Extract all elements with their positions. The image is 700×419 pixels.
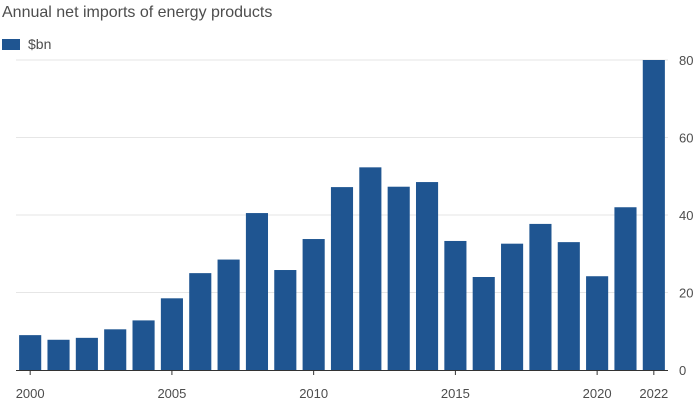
bar-2017: [501, 243, 524, 370]
bar-2002: [75, 337, 98, 370]
bar-2018: [529, 223, 552, 370]
bar-2001: [47, 339, 70, 370]
bar-2020: [586, 276, 609, 370]
y-tick-label: 80: [679, 53, 693, 68]
bar-2009: [274, 270, 297, 370]
bar-2005: [160, 298, 183, 370]
bar-2021: [614, 207, 637, 370]
bar-2006: [189, 273, 212, 371]
bar-2013: [387, 186, 410, 370]
x-tick-label: 2022: [639, 386, 668, 401]
bar-2007: [217, 259, 240, 370]
bar-2003: [104, 329, 127, 370]
bar-2012: [359, 167, 382, 370]
y-tick-label: 20: [679, 286, 693, 301]
bar-2000: [19, 335, 42, 371]
bar-2011: [330, 187, 354, 370]
bar-2004: [132, 320, 155, 370]
bar-2008: [245, 213, 269, 370]
legend-swatch: [2, 38, 20, 50]
x-tick-label: 2005: [157, 386, 186, 401]
x-tick-label: 2020: [583, 386, 612, 401]
y-tick-label: 40: [679, 208, 693, 223]
y-tick-label: 0: [679, 363, 686, 378]
bar-2022: [642, 60, 665, 370]
bar-2016: [472, 277, 495, 370]
bar-2014: [415, 182, 439, 370]
x-tick-label: 2010: [299, 386, 328, 401]
x-tick-label: 2000: [16, 386, 45, 401]
bar-2019: [557, 242, 580, 371]
legend: $bn: [2, 36, 51, 52]
bar-2015: [444, 240, 467, 370]
bar-2010: [302, 239, 325, 370]
x-tick-label: 2015: [441, 386, 470, 401]
y-tick-label: 60: [679, 131, 693, 146]
legend-label: $bn: [28, 36, 52, 52]
chart-title: Annual net imports of energy products: [2, 4, 273, 21]
